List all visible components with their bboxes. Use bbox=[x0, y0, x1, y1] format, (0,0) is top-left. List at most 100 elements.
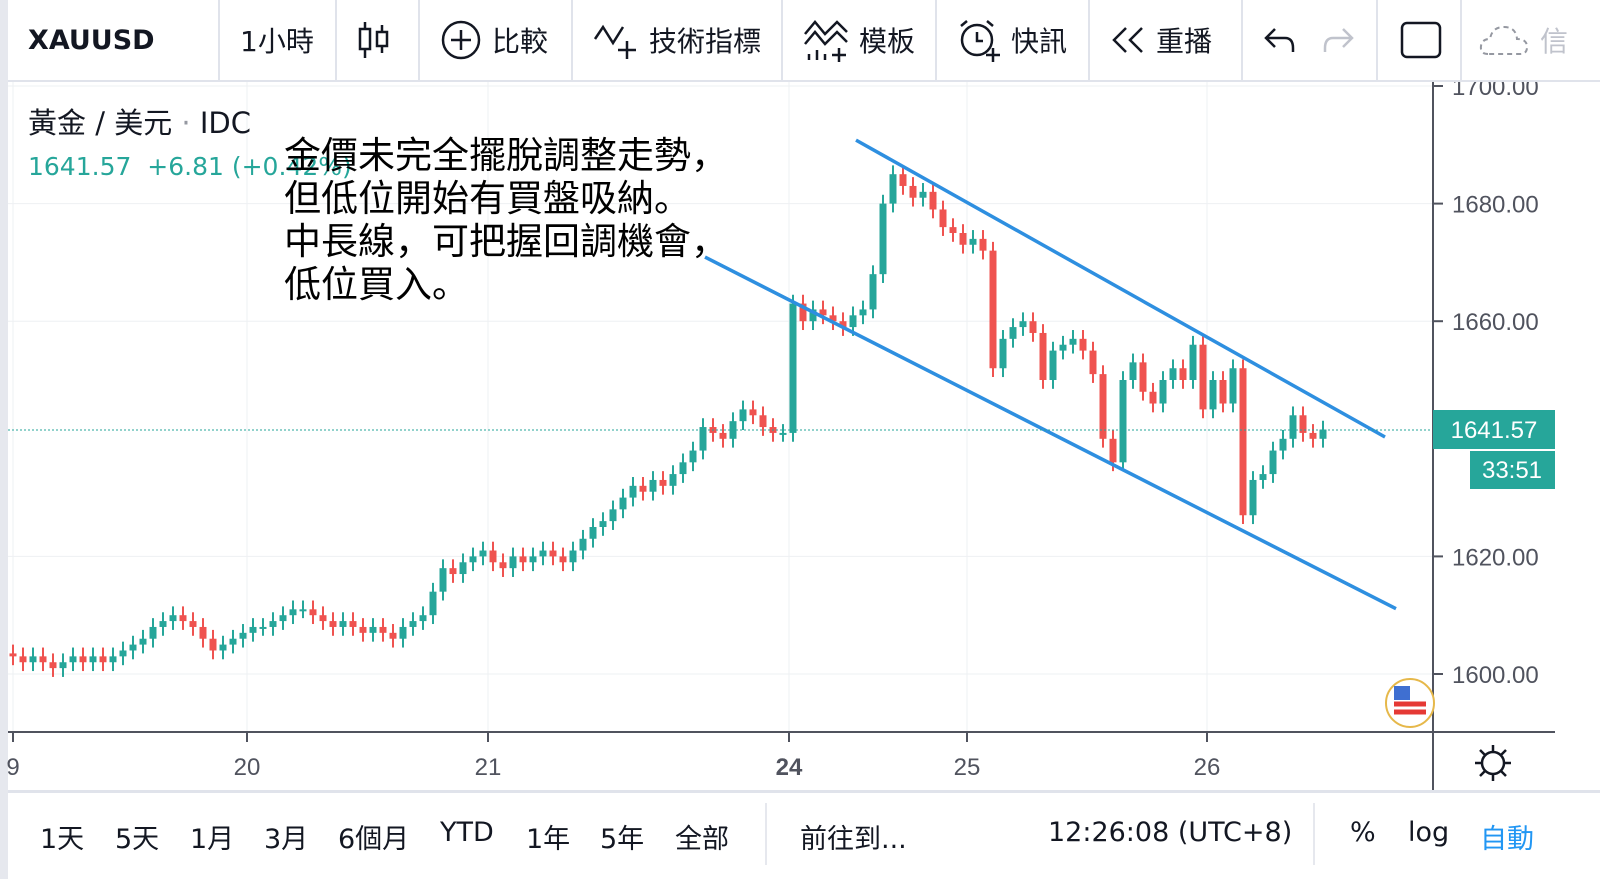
candle bbox=[549, 541, 557, 566]
candle bbox=[9, 644, 17, 666]
x-tick-label: 26 bbox=[1194, 754, 1221, 781]
candle bbox=[759, 406, 767, 436]
candle bbox=[989, 241, 997, 378]
range-1y[interactable]: 1年 bbox=[526, 824, 571, 855]
candle-body bbox=[429, 591, 437, 616]
range-6m[interactable]: 6個月 bbox=[338, 824, 410, 855]
range-5y[interactable]: 5年 bbox=[600, 824, 645, 855]
candle-body bbox=[689, 450, 697, 463]
candle bbox=[829, 306, 837, 331]
compare-button[interactable]: 比較 bbox=[420, 0, 573, 80]
candle-body bbox=[669, 474, 677, 486]
candle-body bbox=[1179, 368, 1187, 380]
candle bbox=[229, 629, 237, 654]
alerts-button[interactable]: 快訊 bbox=[937, 0, 1090, 80]
candle-body bbox=[1079, 338, 1087, 351]
candles bbox=[9, 165, 1327, 677]
candle-body bbox=[1149, 391, 1157, 404]
x-tick-label: 9 bbox=[6, 754, 19, 781]
candle bbox=[569, 541, 577, 572]
candle-body bbox=[1279, 438, 1287, 451]
candle bbox=[429, 582, 437, 625]
candle bbox=[289, 600, 297, 625]
symbol-search-button[interactable]: XAUUSD bbox=[8, 0, 220, 80]
redo-icon[interactable] bbox=[1321, 26, 1355, 54]
range-3m[interactable]: 3月 bbox=[264, 824, 309, 855]
candle bbox=[359, 618, 367, 642]
range-ytd[interactable]: YTD bbox=[440, 817, 494, 848]
candle-body bbox=[929, 191, 937, 210]
candle-body bbox=[959, 233, 967, 245]
undo-icon[interactable] bbox=[1263, 26, 1297, 54]
candle-body bbox=[139, 638, 147, 645]
candle bbox=[309, 600, 317, 625]
range-1d[interactable]: 1天 bbox=[40, 824, 85, 855]
candle bbox=[319, 606, 327, 630]
candle-body bbox=[609, 509, 617, 522]
candle bbox=[919, 183, 927, 207]
annotation-line: 低位買入。 bbox=[284, 263, 469, 306]
candle-body bbox=[1299, 415, 1307, 433]
candle-body bbox=[1229, 368, 1237, 404]
y-tick-label: 1660.00 bbox=[1452, 309, 1539, 336]
candle-body bbox=[249, 626, 257, 633]
cloud-save-button[interactable]: 信 bbox=[1462, 0, 1600, 80]
y-tick-label: 1600.00 bbox=[1452, 662, 1539, 689]
x-tick-label: 24 bbox=[776, 754, 803, 781]
candle-body bbox=[759, 415, 767, 428]
candle-body bbox=[979, 238, 987, 251]
templates-button[interactable]: 模板 bbox=[783, 0, 937, 80]
interval-button[interactable]: 1小時 bbox=[220, 0, 337, 80]
cloud-icon bbox=[1479, 25, 1529, 55]
price-chart[interactable]: 1600.00 1620.00 1660.00 1680.00 1700.00 9 20 2… bbox=[0, 82, 1600, 790]
bottom-toolbar: 1天 5天 1月 3月 6個月 YTD 1年 5年 全部 前往到... 12:2… bbox=[8, 790, 1600, 882]
clock-timezone[interactable]: 12:26:08 (UTC+8) bbox=[1048, 817, 1293, 848]
y-tick-label: 1680.00 bbox=[1452, 192, 1539, 219]
range-5d[interactable]: 5天 bbox=[115, 824, 160, 855]
replay-button[interactable]: 重播 bbox=[1090, 0, 1243, 80]
candle-body bbox=[529, 556, 537, 563]
candle bbox=[119, 641, 127, 666]
candle bbox=[519, 547, 527, 572]
goto-date-button[interactable]: 前往到... bbox=[800, 824, 907, 855]
candle-body bbox=[869, 274, 877, 310]
range-all[interactable]: 全部 bbox=[675, 824, 729, 855]
candle bbox=[979, 230, 987, 260]
us-flag-event-icon[interactable] bbox=[1385, 678, 1435, 728]
divider bbox=[1313, 803, 1315, 865]
text-annotation[interactable]: 金價未完全擺脫調整走勢， 但低位開始有買盤吸納。 中長線，可把握回調機會， 低位買入。 bbox=[284, 134, 728, 306]
candle-body bbox=[719, 432, 727, 439]
auto-scale-toggle[interactable]: 自動 bbox=[1480, 824, 1534, 855]
price-axis[interactable]: 1600.00 1620.00 1660.00 1680.00 1700.00 bbox=[1433, 82, 1539, 689]
candle-body bbox=[359, 626, 367, 633]
settings-gear-icon[interactable] bbox=[1475, 745, 1511, 781]
trendlines[interactable] bbox=[704, 138, 1397, 611]
log-toggle[interactable]: log bbox=[1408, 817, 1450, 848]
percent-toggle[interactable]: % bbox=[1350, 817, 1376, 848]
candle bbox=[1249, 471, 1257, 525]
candle bbox=[369, 618, 377, 642]
time-axis[interactable]: 9 20 21 24 25 26 bbox=[6, 732, 1220, 781]
candle bbox=[509, 547, 517, 577]
range-1m[interactable]: 1月 bbox=[190, 824, 235, 855]
candle-body bbox=[599, 521, 607, 527]
candle-body bbox=[1009, 327, 1017, 339]
candle-body bbox=[559, 556, 567, 563]
candle bbox=[1119, 371, 1127, 472]
candle bbox=[1319, 420, 1327, 448]
fullscreen-button[interactable] bbox=[1378, 0, 1462, 80]
candle-body bbox=[449, 568, 457, 575]
candle-body bbox=[149, 626, 157, 639]
candle bbox=[1219, 371, 1227, 413]
candle bbox=[489, 541, 497, 572]
candle-body bbox=[229, 638, 237, 645]
candle bbox=[1029, 312, 1037, 342]
candle-body bbox=[889, 174, 897, 204]
legend-source: IDC bbox=[199, 106, 252, 140]
indicators-button[interactable]: 技術指標 bbox=[573, 0, 783, 80]
chart-type-button[interactable] bbox=[337, 0, 420, 80]
candle bbox=[579, 529, 587, 560]
annotation-line: 中長線，可把握回調機會， bbox=[284, 220, 728, 263]
candle-body bbox=[29, 656, 37, 663]
candle-body bbox=[239, 632, 247, 639]
